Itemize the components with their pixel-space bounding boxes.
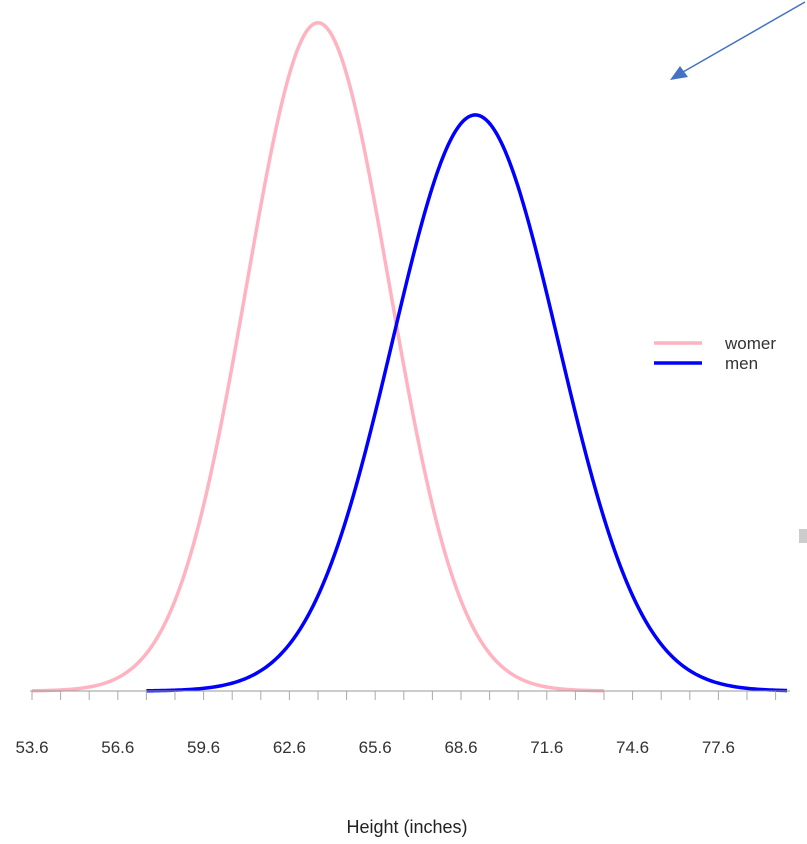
series-curves <box>31 21 788 693</box>
x-axis-tick-labels: 53.6 56.6 59.6 62.6 65.6 68.6 71.6 74.6 77.6 <box>15 738 734 757</box>
x-axis-minor-ticks <box>31 691 777 700</box>
x-tick-label: 59.6 <box>187 738 220 757</box>
x-tick-label: 62.6 <box>273 738 306 757</box>
legend-label-womer: womer <box>724 334 776 353</box>
series-line-womer <box>31 21 605 693</box>
legend: womer men <box>654 334 776 373</box>
x-tick-label: 68.6 <box>444 738 477 757</box>
x-axis-title: Height (inches) <box>346 817 467 837</box>
x-tick-label: 53.6 <box>15 738 48 757</box>
legend-label-men: men <box>725 354 758 373</box>
x-tick-label: 65.6 <box>359 738 392 757</box>
x-tick-label: 56.6 <box>101 738 134 757</box>
edge-fragment <box>799 529 807 543</box>
x-tick-label: 74.6 <box>616 738 649 757</box>
series-line-men <box>146 113 788 693</box>
annotation-arrow <box>670 1 806 80</box>
x-tick-label: 71.6 <box>530 738 563 757</box>
x-tick-label: 77.6 <box>702 738 735 757</box>
